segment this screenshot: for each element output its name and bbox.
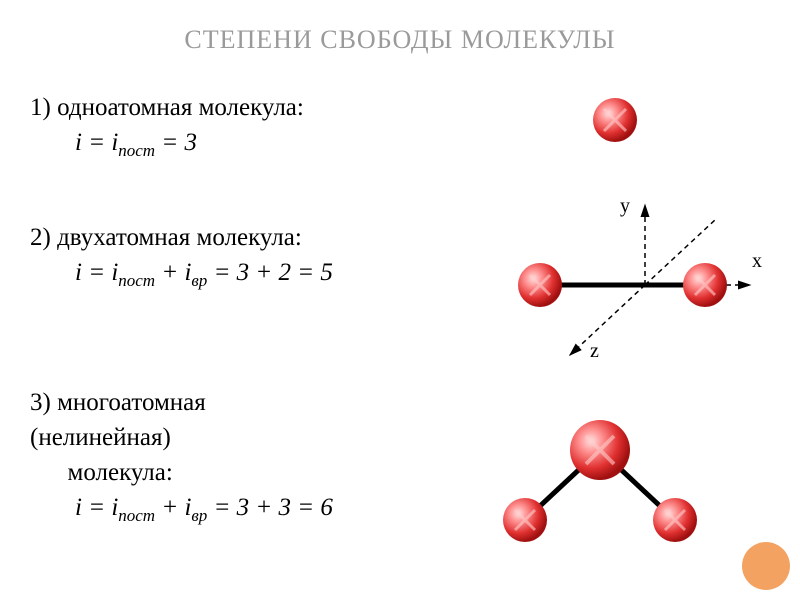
formula-sub: пост [118,271,155,290]
section3-label3: молекула: [30,455,333,490]
section2-formula: i = iпост + iвр = 3 + 2 = 5 [30,255,333,293]
formula-sub2: вр [191,506,207,525]
polyatomic-diagram [460,400,740,570]
axis-x-label: x [752,250,762,273]
formula-prefix: i = i [75,129,118,156]
formula-sub: пост [118,506,155,525]
section-diatomic: 2) двухатомная молекула: i = iпост + iвр… [30,220,333,293]
section3-label2: (нелинейная) [30,420,333,455]
polyatomic-svg [460,400,740,570]
monoatomic-diagram [590,95,640,150]
diatomic-svg [490,195,770,375]
formula-prefix: i = i [75,494,118,521]
section-polyatomic: 3) многоатомная (нелинейная) молекула: i… [30,385,333,528]
section-monoatomic: 1) одноатомная молекула: i = iпост = 3 [30,90,304,163]
formula-rest: = 3 [155,129,197,156]
section3-label1: 3) многоатомная [30,385,333,420]
corner-decoration [742,542,790,590]
section2-label: 2) двухатомная молекула: [30,220,333,255]
formula-mid: + i [155,494,191,521]
formula-sub2: вр [191,271,207,290]
section3-formula: i = iпост + iвр = 3 + 3 = 6 [30,490,333,528]
section1-label: 1) одноатомная молекула: [30,90,304,125]
formula-rest: = 3 + 2 = 5 [207,259,333,286]
formula-prefix: i = i [75,259,118,286]
axis-y-label: y [620,195,630,218]
formula-sub: пост [118,141,155,160]
formula-mid: + i [155,259,191,286]
page-title: СТЕПЕНИ СВОБОДЫ МОЛЕКУЛЫ [0,0,800,55]
atom-icon [590,95,640,145]
formula-rest: = 3 + 3 = 6 [207,494,333,521]
axis-z-label: z [590,340,599,363]
section1-formula: i = iпост = 3 [30,125,304,163]
diatomic-diagram: y x z [490,195,770,365]
